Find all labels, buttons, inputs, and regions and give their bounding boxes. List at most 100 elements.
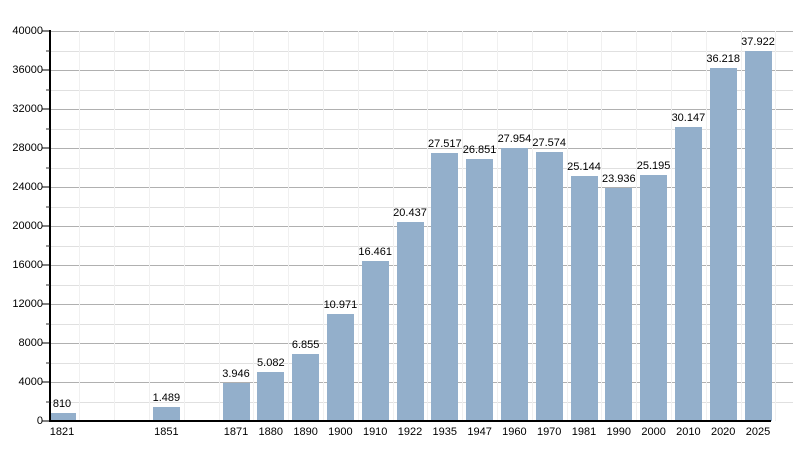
y-axis-tick-label-8000: 8000 xyxy=(18,337,43,349)
vertical-gridline xyxy=(531,31,533,421)
x-axis-label-1900: 1900 xyxy=(328,426,353,438)
bar-1890 xyxy=(292,354,320,421)
vertical-gridline xyxy=(288,31,290,421)
bar-value-label-2000: 25.195 xyxy=(636,160,671,173)
bar-1922 xyxy=(396,221,424,421)
vertical-gridline xyxy=(775,31,777,421)
vertical-gridline xyxy=(705,31,707,421)
bar-value-label-1880: 5.082 xyxy=(257,356,285,369)
x-axis-label-2020: 2020 xyxy=(710,426,736,438)
bar-1910 xyxy=(361,260,389,421)
vertical-gridline xyxy=(566,31,568,421)
bar-value-label-2025: 37.922 xyxy=(741,36,775,49)
y-axis-tick-8000 xyxy=(42,342,50,344)
bar-2020 xyxy=(709,67,737,421)
vertical-gridline xyxy=(183,31,185,421)
x-axis-label-1890: 1890 xyxy=(293,426,318,438)
y-axis-tick-0 xyxy=(42,420,50,422)
bar-1990 xyxy=(605,187,633,421)
bar-2010 xyxy=(674,127,702,421)
y-axis-tick-label-28000: 28000 xyxy=(12,142,43,154)
x-axis-label-2000: 2000 xyxy=(641,426,666,438)
vertical-gridline xyxy=(79,31,81,421)
bar-value-label-1935: 27.517 xyxy=(427,137,462,150)
y-axis-minor-tick-14000 xyxy=(46,284,50,285)
y-axis-tick-40000 xyxy=(42,30,50,32)
x-axis-label-1871: 1871 xyxy=(223,426,249,438)
y-axis-tick-label-40000: 40000 xyxy=(12,25,43,37)
y-axis-tick-4000 xyxy=(42,381,50,383)
y-axis-minor-tick-18000 xyxy=(46,245,50,246)
y-axis-tick-32000 xyxy=(42,108,50,110)
y-axis-tick-label-36000: 36000 xyxy=(12,64,43,76)
y-axis-tick-16000 xyxy=(42,264,50,266)
y-axis-minor-tick-38000 xyxy=(46,50,50,51)
vertical-gridline xyxy=(671,31,672,421)
y-axis-tick-label-24000: 24000 xyxy=(12,181,43,193)
x-axis-label-1821: 1821 xyxy=(49,426,75,438)
y-axis-tick-20000 xyxy=(42,225,50,227)
y-axis-tick-36000 xyxy=(42,69,50,71)
major-gridline-28000 xyxy=(50,148,793,149)
major-gridline-40000 xyxy=(50,31,793,32)
vertical-gridline xyxy=(636,31,638,421)
minor-gridline-22000 xyxy=(50,206,793,208)
major-gridline-32000 xyxy=(50,109,793,110)
y-axis-minor-tick-10000 xyxy=(46,323,50,324)
x-axis-label-1981: 1981 xyxy=(571,426,597,438)
y-axis-tick-label-20000: 20000 xyxy=(12,220,43,232)
bar-2025 xyxy=(744,51,772,421)
bar-value-label-1922: 20.437 xyxy=(393,206,427,219)
bar-2000 xyxy=(640,175,668,421)
bar-value-label-1981: 25.144 xyxy=(567,160,601,173)
bar-1821 xyxy=(48,413,76,421)
x-axis-label-2010: 2010 xyxy=(676,426,701,438)
bar-value-label-1851: 1.489 xyxy=(152,391,181,404)
vertical-gridline xyxy=(323,31,324,421)
y-axis-tick-28000 xyxy=(42,147,50,149)
bar-1871 xyxy=(222,382,250,421)
y-axis-minor-tick-2000 xyxy=(46,401,50,402)
bar-value-label-1990: 23.936 xyxy=(601,172,636,185)
x-axis-label-1935: 1935 xyxy=(432,426,458,438)
bar-value-label-1871: 3.946 xyxy=(222,367,250,380)
y-axis-tick-label-0: 0 xyxy=(36,415,43,427)
bar-1970 xyxy=(535,152,563,421)
x-axis-label-1922: 1922 xyxy=(397,426,423,438)
y-axis-tick-label-32000: 32000 xyxy=(12,103,43,115)
bar-value-label-1970: 27.574 xyxy=(532,137,567,150)
y-axis-minor-tick-22000 xyxy=(46,206,50,207)
y-axis-tick-label-12000: 12000 xyxy=(12,298,43,310)
vertical-gridline xyxy=(357,31,359,421)
x-axis-label-1851: 1851 xyxy=(154,426,179,438)
bar-value-label-1947: 26.851 xyxy=(462,144,497,157)
vertical-gridline xyxy=(740,31,742,421)
bar-1981 xyxy=(570,175,598,421)
y-axis-tick-24000 xyxy=(42,186,50,188)
bar-1851 xyxy=(152,406,180,421)
y-axis-tick-label-16000: 16000 xyxy=(12,259,43,271)
minor-gridline-30000 xyxy=(50,128,793,130)
x-axis-label-1990: 1990 xyxy=(606,426,632,438)
major-gridline-36000 xyxy=(50,70,793,71)
y-axis-tick-12000 xyxy=(42,303,50,305)
y-axis-line xyxy=(49,30,51,422)
vertical-gridline xyxy=(218,31,220,421)
major-gridline-24000 xyxy=(50,187,793,188)
vertical-gridline xyxy=(497,31,498,421)
vertical-gridline xyxy=(427,31,429,421)
vertical-gridline xyxy=(601,31,603,421)
bar-value-label-1900: 10.971 xyxy=(323,299,358,311)
bar-1960 xyxy=(500,148,528,421)
x-axis-line xyxy=(49,420,771,422)
bar-value-label-1960: 27.954 xyxy=(497,133,532,146)
x-axis-label-1970: 1970 xyxy=(536,426,562,438)
vertical-gridline xyxy=(149,31,150,421)
bar-1880 xyxy=(257,371,285,421)
y-axis-tick-label-4000: 4000 xyxy=(18,376,43,388)
minor-gridline-26000 xyxy=(50,167,793,169)
vertical-gridline xyxy=(462,31,464,421)
bar-value-label-2010: 30.147 xyxy=(671,112,706,125)
bar-value-label-1910: 16.461 xyxy=(358,245,393,258)
